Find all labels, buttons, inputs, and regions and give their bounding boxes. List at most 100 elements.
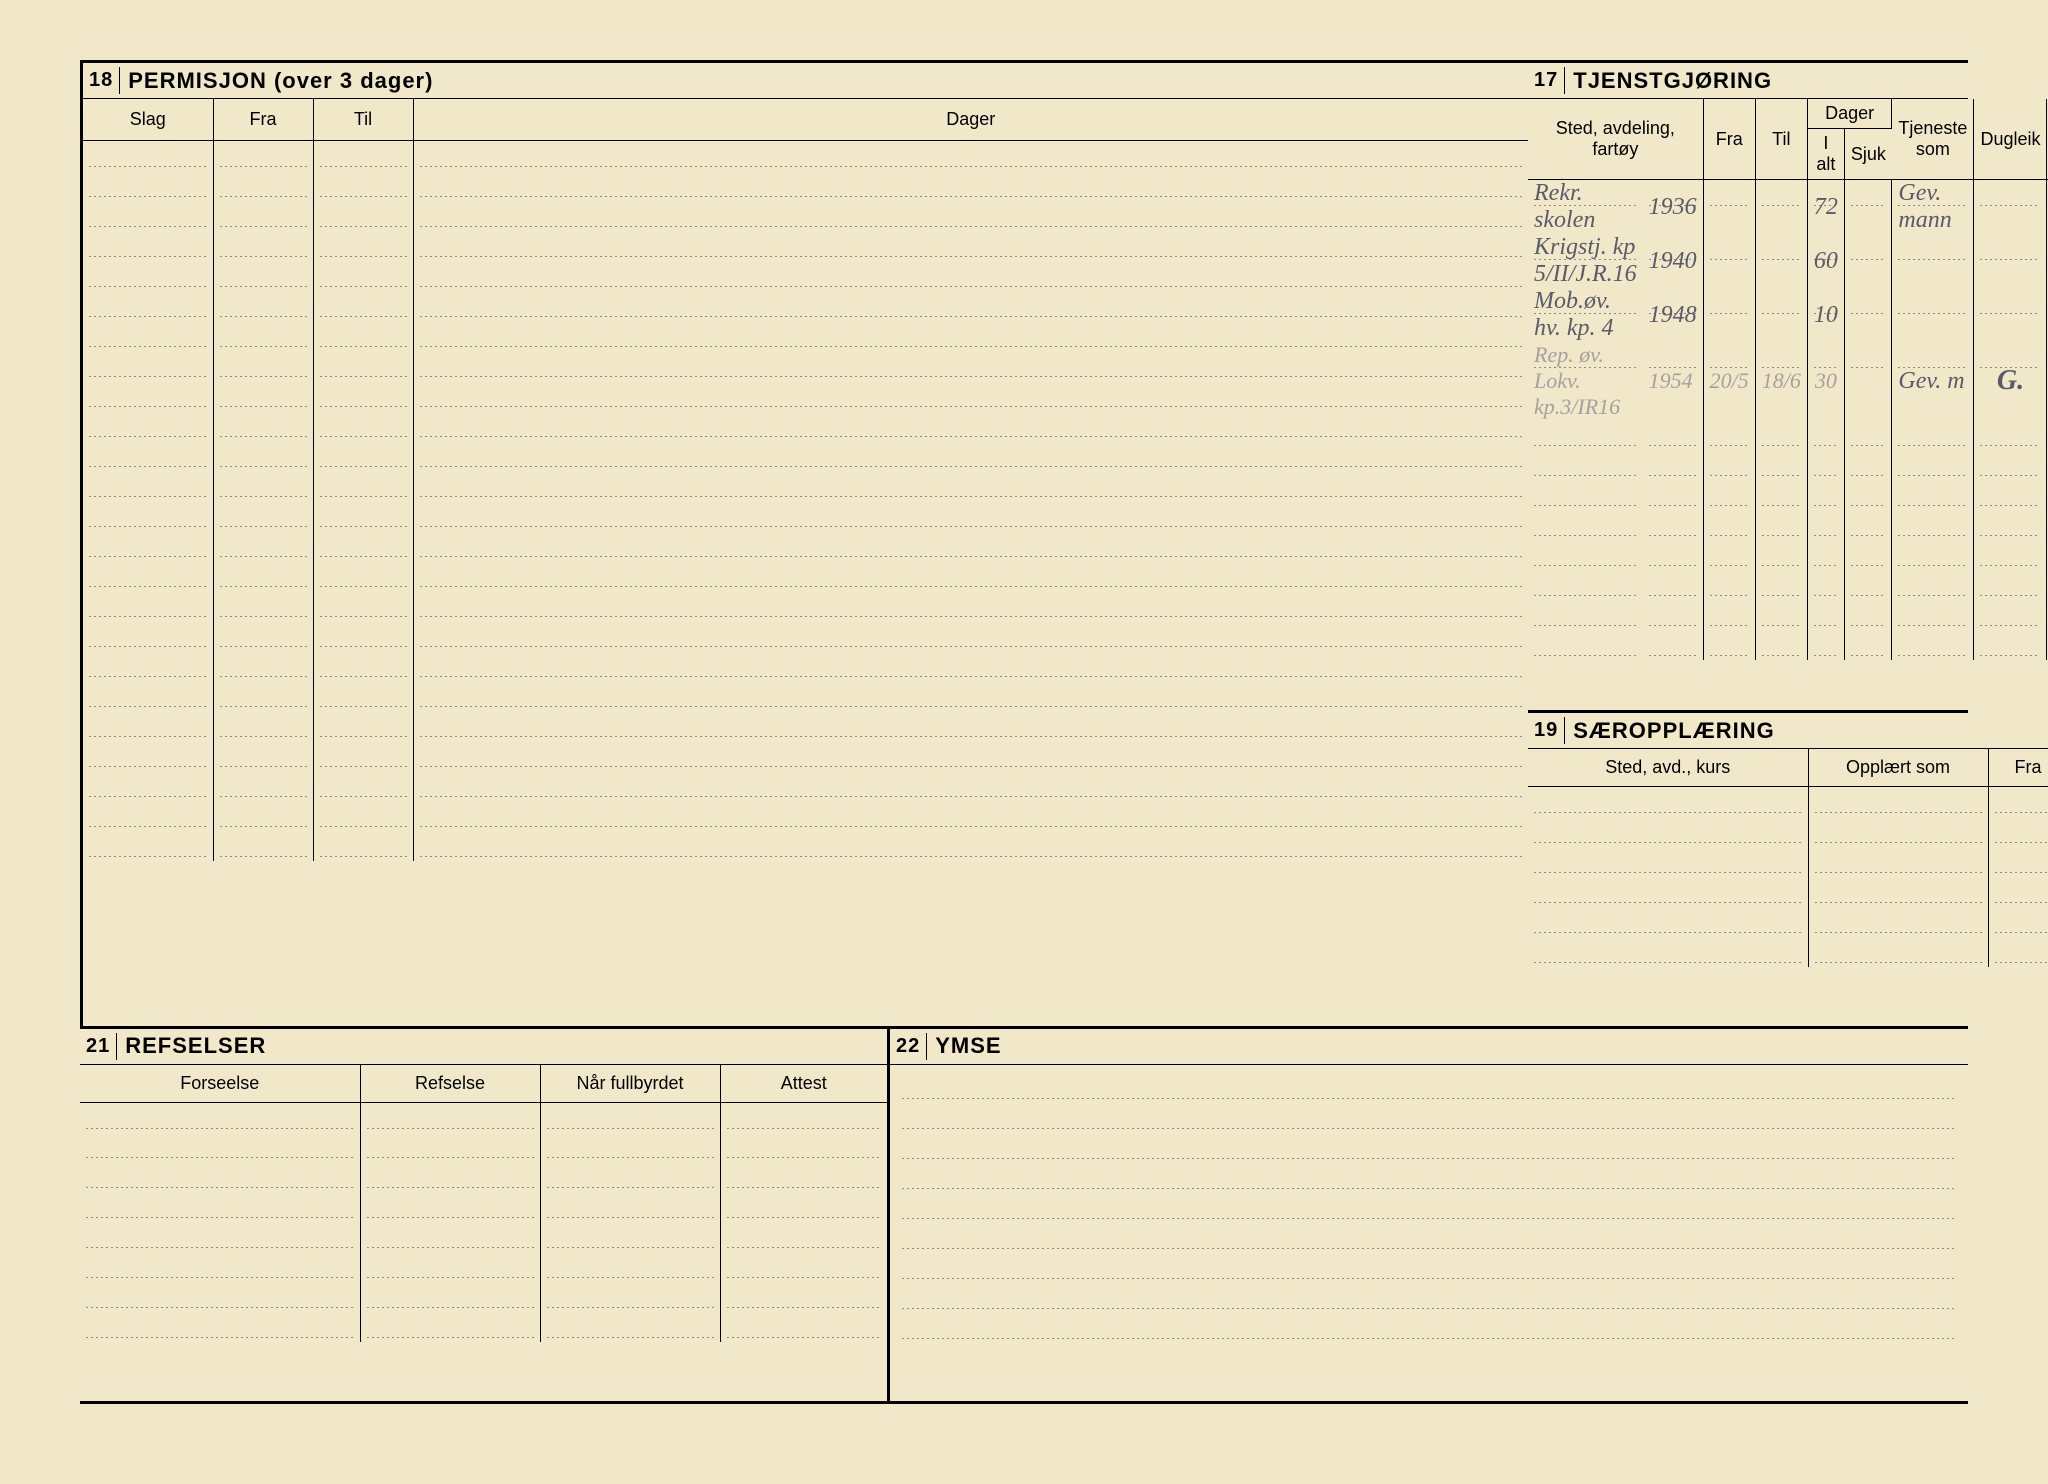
cell-ialt: 10: [1814, 302, 1838, 328]
table-row-blank: [83, 681, 1528, 711]
table-row-blank: [1528, 600, 2048, 630]
table-row-blank: [1528, 570, 2048, 600]
th-sjuk: Sjuk: [1844, 129, 1892, 180]
blank-line: [902, 1133, 1956, 1163]
table-row-blank: [83, 531, 1528, 561]
section-17-title: TJENSTGJØRING: [1573, 68, 1772, 94]
section-18-num: 18: [83, 67, 120, 94]
cell-tjeneste: Gev. mann: [1898, 180, 1951, 233]
section-21-num: 21: [80, 1033, 117, 1060]
cell-year: 1940: [1649, 248, 1697, 274]
table-row-blank: [80, 1282, 887, 1312]
section-21-header: 21 REFSELSER: [80, 1029, 887, 1065]
section-17-num: 17: [1528, 67, 1565, 94]
table-row-blank: [83, 441, 1528, 471]
table-19: Sted, avd., kurs Opplært som Fra Til Dug…: [1528, 749, 2048, 967]
section-22-num: 22: [890, 1033, 927, 1060]
table-row-blank: [83, 351, 1528, 381]
blank-line: [902, 1253, 1956, 1283]
table-row-blank: [83, 201, 1528, 231]
table-row-blank: [1528, 480, 2048, 510]
section-19-title: SÆROPPLÆRING: [1573, 718, 1774, 744]
th-ialt: I alt: [1807, 129, 1844, 180]
table-row-blank: [83, 591, 1528, 621]
table-row-blank: [80, 1192, 887, 1222]
table-row-blank: [83, 651, 1528, 681]
th-til: Til: [1755, 99, 1807, 180]
cell-sted: Mob.øv. hv. kp. 4: [1534, 288, 1614, 341]
table-row-blank: [80, 1102, 887, 1132]
section-21-title: REFSELSER: [125, 1033, 266, 1059]
table-row: Rekr. skolen193672Gev. mann: [1528, 180, 2048, 235]
table-row-blank: [83, 561, 1528, 591]
table-row-blank: [1528, 907, 2048, 937]
section-17-header: 17 TJENSTGJØRING: [1528, 63, 1968, 99]
th-dager18: Dager: [413, 99, 1528, 141]
th-attest21: Attest: [720, 1065, 887, 1103]
table-row-blank: [83, 291, 1528, 321]
table-row-blank: [80, 1252, 887, 1282]
section-18-permisjon: 18 PERMISJON (over 3 dager) Slag Fra Til…: [80, 63, 1528, 1029]
th-dager: Dager: [1807, 99, 1892, 129]
section-17-tjenstgjoring: 17 TJENSTGJØRING Sted, avdeling, fartøy …: [1528, 63, 1968, 713]
th-opplart: Opplært som: [1808, 749, 1988, 787]
table-row-blank: [1528, 420, 2048, 450]
table-row: Rep. øv. Lokv. kp.3/IR16195420/518/630Ge…: [1528, 342, 2048, 420]
blank-line: [902, 1073, 1956, 1103]
table-row-blank: [80, 1132, 887, 1162]
section-19-header: 19 SÆROPPLÆRING: [1528, 713, 2048, 749]
blank-line: [902, 1103, 1956, 1133]
th-forseelse: Forseelse: [80, 1065, 360, 1103]
th-sted19: Sted, avd., kurs: [1528, 749, 1808, 787]
section-22-title: YMSE: [935, 1033, 1001, 1059]
cell-sted: Rep. øv. Lokv. kp.3/IR16: [1534, 342, 1620, 419]
table-row-blank: [83, 741, 1528, 771]
table-row-blank: [83, 381, 1528, 411]
cell-ialt: 72: [1814, 194, 1838, 220]
table-row-blank: [83, 501, 1528, 531]
th-tjeneste: Tjeneste som: [1892, 99, 1974, 180]
section-18-title: PERMISJON (over 3 dager): [128, 68, 433, 94]
table-row-blank: [1528, 540, 2048, 570]
cell-year: 1936: [1649, 194, 1697, 220]
th-til18: Til: [313, 99, 413, 141]
table-row-blank: [83, 261, 1528, 291]
section-21-refselser: 21 REFSELSER Forseelse Refselse Når full…: [80, 1029, 890, 1401]
table-row-blank: [83, 771, 1528, 801]
table-row-blank: [80, 1162, 887, 1192]
section-21-22-row: 21 REFSELSER Forseelse Refselse Når full…: [80, 1029, 1968, 1404]
blank-line: [902, 1193, 1956, 1223]
cell-ialt: 30: [1815, 368, 1837, 393]
table-row-blank: [1528, 630, 2048, 660]
th-fullbyrdet: Når fullbyrdet: [540, 1065, 720, 1103]
blank-line: [902, 1223, 1956, 1253]
cell-dugleik: G.: [1997, 365, 2024, 396]
section-22-header: 22 YMSE: [890, 1029, 1968, 1065]
th-fra: Fra: [1703, 99, 1755, 180]
th-refselse: Refselse: [360, 1065, 540, 1103]
cell-fra: 20/5: [1710, 368, 1749, 393]
table-row-blank: [80, 1222, 887, 1252]
table-row: Krigstj. kp 5/II/J.R.16194060: [1528, 234, 2048, 288]
table-row-blank: [83, 831, 1528, 861]
th-slag: Slag: [83, 99, 213, 141]
section-19-20-row: 19 SÆROPPLÆRING Sted, avd., kurs Opplært…: [1528, 713, 1968, 1028]
blank-line: [902, 1163, 1956, 1193]
table-row-blank: [83, 801, 1528, 831]
table-row-blank: [1528, 877, 2048, 907]
table-row-blank: [83, 321, 1528, 351]
blank-line: [902, 1313, 1956, 1343]
section-19-num: 19: [1528, 717, 1565, 744]
table-row-blank: [1528, 847, 2048, 877]
cell-year: 1954: [1649, 368, 1693, 393]
table-17: Sted, avdeling, fartøy Fra Til Dager Tje…: [1528, 99, 2048, 660]
table-18: Slag Fra Til Dager: [83, 99, 1528, 861]
cell-year: 1948: [1649, 302, 1697, 328]
section-19-saeropplaering: 19 SÆROPPLÆRING Sted, avd., kurs Opplært…: [1528, 713, 2048, 1025]
table-row-blank: [83, 711, 1528, 741]
table-row-blank: [83, 471, 1528, 501]
th-fra19: Fra: [1988, 749, 2048, 787]
table-row-blank: [1528, 450, 2048, 480]
th-dugleik: Dugleik: [1974, 99, 2047, 180]
military-record-card: 17 TJENSTGJØRING Sted, avdeling, fartøy …: [0, 0, 2048, 1484]
